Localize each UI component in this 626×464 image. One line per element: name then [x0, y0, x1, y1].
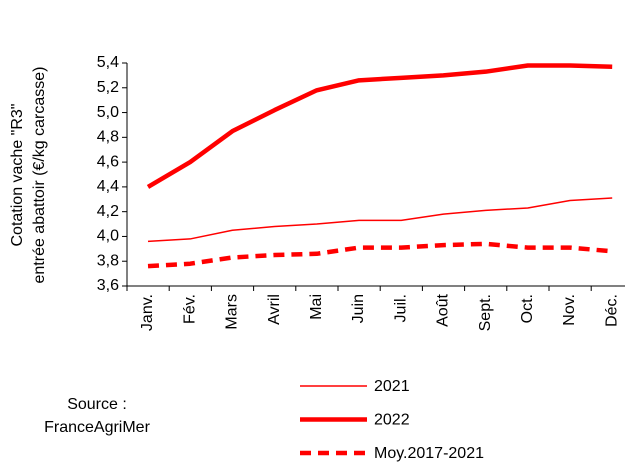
series-line [146, 63, 613, 189]
x-tick-label: Août [435, 293, 452, 326]
y-axis-label: Cotation vache "R3" [9, 104, 26, 247]
legend-label: 2021 [374, 378, 410, 395]
x-tick-label: Juin [350, 294, 367, 323]
source: FranceAgriMer [44, 419, 150, 436]
y-tick-label: 4,8 [97, 129, 119, 146]
y-tick-label: 4,0 [97, 228, 119, 245]
x-tick-label: Fév. [181, 294, 198, 324]
y-tick-label: 5,0 [97, 104, 119, 121]
y-tick-label: 4,6 [97, 153, 119, 170]
y-axis-label: entrée abattoir (€/kg carcasse) [31, 67, 48, 284]
legend-label: 2022 [374, 412, 410, 429]
series-line [147, 197, 613, 243]
legend-label: Moy.2017-2021 [374, 445, 484, 462]
source: Source : [67, 396, 127, 413]
y-tick-label: 3,6 [97, 277, 119, 294]
y-tick-label: 3,8 [97, 252, 119, 269]
series-line [147, 241, 613, 269]
x-tick-label: Juil. [392, 294, 409, 322]
x-tick-label: Mars [224, 294, 241, 330]
y-tick-label: 4,4 [97, 178, 119, 195]
y-tick-label: 4,2 [97, 203, 119, 220]
x-tick-label: Déc. [603, 294, 620, 327]
x-tick-label: Nov. [561, 294, 578, 326]
x-tick-label: Oct. [519, 294, 536, 323]
y-tick-label: 5,4 [97, 54, 119, 71]
x-tick-label: Avril [266, 294, 283, 325]
y-tick-label: 5,2 [97, 79, 119, 96]
x-tick-label: Janv. [139, 294, 156, 331]
x-tick-label: Mai [308, 294, 325, 320]
x-tick-label: Sept. [477, 294, 494, 331]
